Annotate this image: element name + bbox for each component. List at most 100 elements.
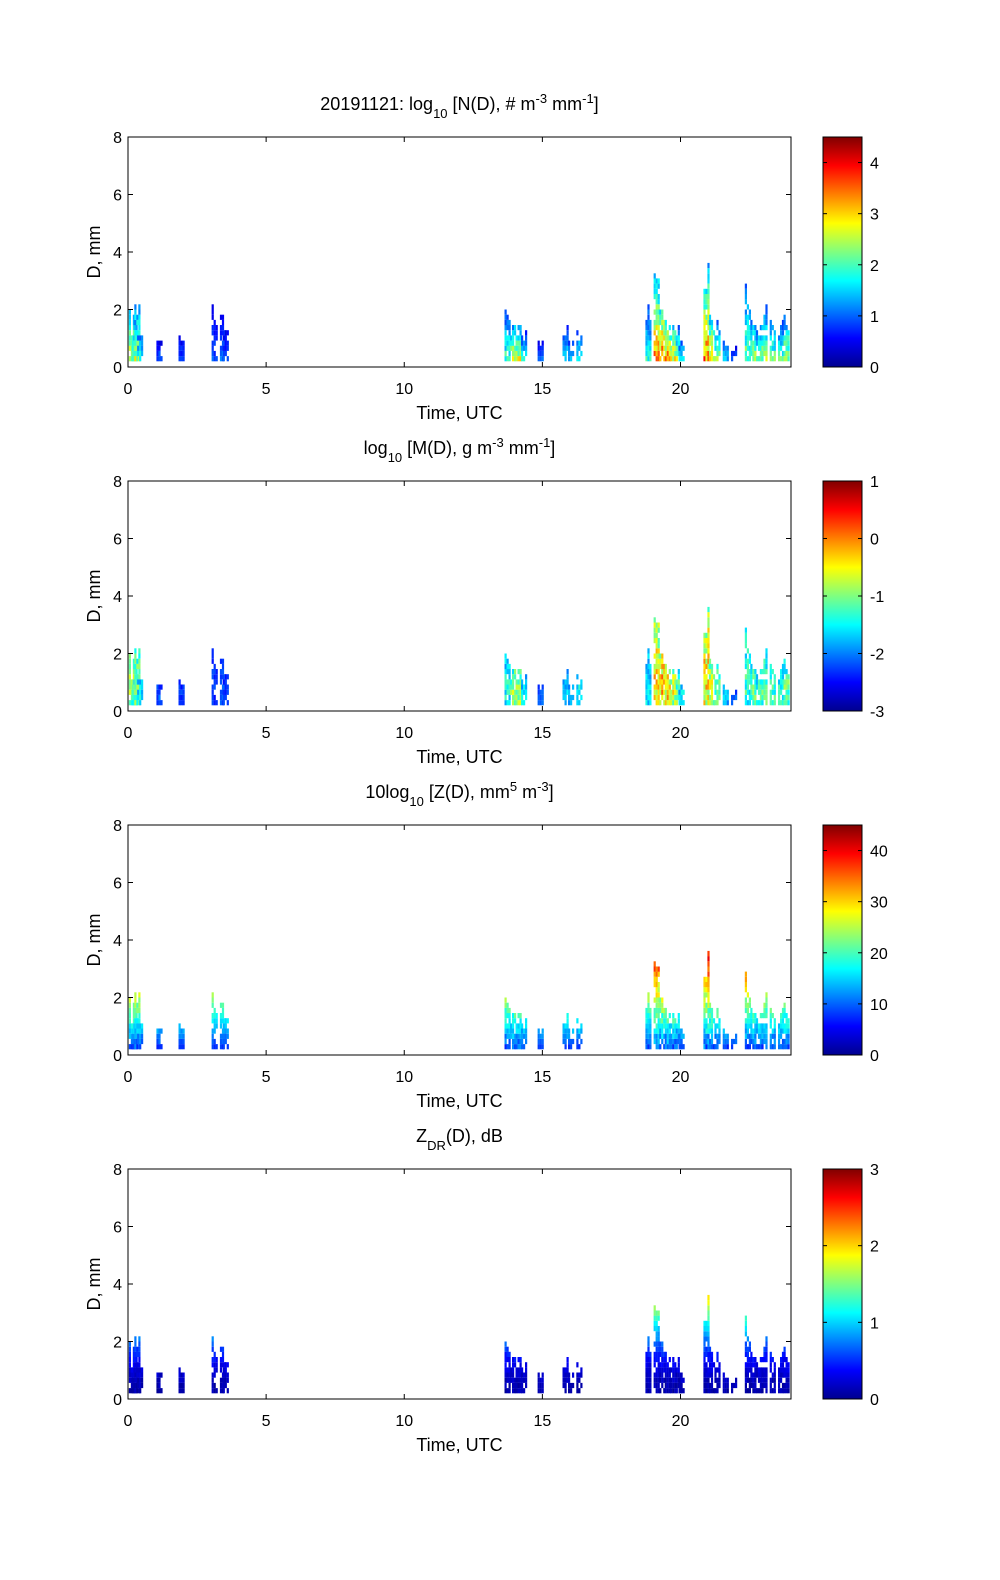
heatmap-cell: [138, 319, 141, 326]
heatmap-cell: [645, 1367, 648, 1373]
heatmap-cell: [508, 335, 511, 341]
heatmap-cell: [226, 345, 229, 351]
heatmap-cell: [655, 340, 658, 346]
heatmap-cell: [703, 1336, 706, 1342]
x-tick-label: 10: [395, 725, 413, 742]
heatmap-cell: [657, 1357, 660, 1363]
heatmap-cell: [215, 335, 218, 341]
heatmap-cell: [647, 340, 650, 346]
heatmap-cell: [778, 1028, 781, 1034]
heatmap-cell: [537, 345, 540, 351]
heatmap-cell: [724, 694, 727, 701]
heatmap-cell: [769, 345, 772, 351]
heatmap-cell: [663, 1007, 666, 1014]
heatmap-cell: [178, 345, 181, 351]
y-tick-label: 8: [113, 474, 122, 491]
heatmap-cell: [653, 617, 656, 623]
heatmap-cell: [759, 340, 762, 346]
heatmap-cell: [744, 330, 747, 336]
heatmap-cell: [512, 1028, 515, 1034]
heatmap-cell: [506, 1357, 509, 1363]
heatmap-cell: [703, 1013, 706, 1019]
heatmap-cell: [778, 684, 781, 690]
heatmap-cell: [519, 340, 522, 346]
heatmap-cell: [761, 335, 764, 341]
heatmap-cell: [134, 1341, 137, 1347]
heatmap-cell: [661, 330, 664, 336]
heatmap-cell: [750, 1382, 753, 1389]
heatmap-cell: [726, 1044, 729, 1050]
heatmap-cell: [506, 356, 509, 362]
heatmap-cell: [576, 1362, 579, 1368]
heatmap-cell: [655, 1341, 658, 1347]
heatmap-cell: [657, 684, 660, 690]
heatmap-cell: [666, 356, 669, 362]
heatmap-cell: [649, 1362, 652, 1368]
heatmap-cell: [748, 1357, 751, 1363]
heatmap-cell: [224, 340, 227, 346]
heatmap-cell: [139, 1033, 142, 1039]
heatmap-cell: [765, 1002, 768, 1008]
heatmap-cell: [213, 1013, 216, 1019]
heatmap-cell: [504, 1044, 507, 1050]
heatmap-cell: [514, 1018, 517, 1024]
heatmap-cell: [787, 350, 790, 357]
heatmap-cell: [655, 314, 658, 320]
heatmap-cell: [748, 1044, 751, 1050]
heatmap-cell: [761, 684, 764, 690]
heatmap-cell: [515, 345, 518, 351]
heatmap-cell: [539, 1388, 542, 1394]
heatmap-cell: [517, 1038, 520, 1045]
heatmap-cell: [750, 319, 753, 326]
heatmap-cell: [655, 356, 658, 362]
heatmap-cell: [752, 1013, 755, 1019]
heatmap-cell: [655, 684, 658, 690]
heatmap-cell: [661, 679, 664, 685]
heatmap-cell: [647, 1377, 650, 1383]
heatmap-cell: [645, 325, 648, 331]
heatmap-cell: [754, 700, 757, 706]
heatmap-cell: [763, 314, 766, 320]
heatmap-cell: [748, 674, 751, 680]
heatmap-cell: [712, 1044, 716, 1050]
heatmap-cell: [224, 1372, 227, 1378]
heatmap-cell: [707, 1315, 710, 1321]
heatmap-cell: [716, 1388, 719, 1394]
heatmap-cell: [707, 1357, 710, 1363]
heatmap-cell: [655, 1013, 658, 1019]
heatmap-cell: [773, 1028, 776, 1034]
heatmap-cell: [744, 1038, 747, 1045]
heatmap-cell: [731, 1382, 734, 1389]
heatmap-cell: [645, 674, 648, 680]
heatmap-cell: [710, 1007, 714, 1014]
heatmap-cell: [219, 1038, 223, 1045]
heatmap-cell: [512, 669, 515, 675]
heatmap-cell: [783, 684, 786, 690]
heatmap-cell: [521, 345, 524, 351]
heatmap-cell: [763, 1007, 766, 1014]
heatmap-cell: [508, 1028, 511, 1034]
heatmap-cell: [668, 684, 671, 690]
heatmap-cell: [221, 340, 225, 346]
heatmap-cell: [158, 350, 161, 357]
heatmap-cell: [504, 1013, 507, 1019]
heatmap-cell: [226, 1033, 229, 1039]
heatmap-cell: [666, 684, 669, 690]
heatmap-cell: [131, 1377, 134, 1383]
heatmap-cell: [128, 1357, 131, 1363]
heatmap-cell: [655, 1367, 658, 1373]
heatmap-cell: [781, 1007, 785, 1014]
heatmap-cell: [761, 1028, 764, 1034]
heatmap-cell: [757, 1367, 761, 1373]
heatmap-cell: [653, 622, 656, 628]
heatmap-cell: [750, 663, 753, 670]
heatmap-cells: [128, 606, 790, 706]
heatmap-cell: [653, 350, 656, 357]
heatmap-cell: [778, 1044, 781, 1050]
heatmap-cell: [765, 1038, 768, 1045]
heatmap-cell: [754, 356, 757, 362]
heatmap-cell: [659, 1028, 662, 1034]
heatmap-cell: [657, 294, 660, 300]
heatmap-cell: [645, 1044, 648, 1050]
heatmap-cell: [763, 663, 766, 670]
